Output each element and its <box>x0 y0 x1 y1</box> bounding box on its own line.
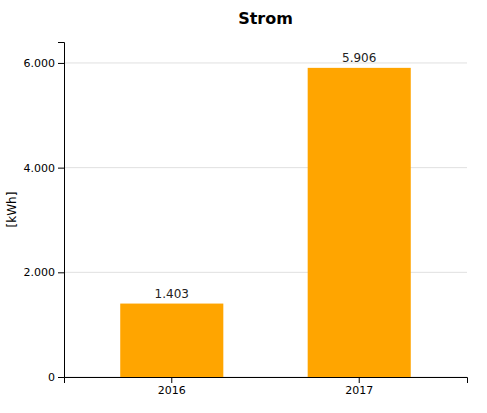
grid-line <box>64 62 467 63</box>
y-tick-label: 2.000 <box>24 266 56 279</box>
y-tick-mark <box>58 63 64 64</box>
x-tick-mark <box>359 377 360 383</box>
bars <box>120 68 411 377</box>
plot-area: 0 2.000 4.000 6.000 2016 2017 1.403 5.906 <box>24 43 468 397</box>
bar <box>120 304 223 377</box>
y-tick-label: 0 <box>48 371 55 384</box>
x-tick: 2017 <box>345 377 373 397</box>
y-tick-label: 4.000 <box>24 162 56 175</box>
y-axis-title: [kWh] <box>5 192 19 228</box>
x-axis-line <box>65 378 468 384</box>
data-label: 1.403 <box>155 287 189 301</box>
x-axis: 2016 2017 <box>65 377 468 397</box>
chart: 0 2.000 4.000 6.000 2016 2017 1.403 5.906 Strom [… <box>0 0 487 413</box>
y-tick-label: 6.000 <box>24 57 56 70</box>
y-tick-mark <box>58 377 64 378</box>
bar <box>308 68 411 377</box>
x-tick-label: 2017 <box>345 384 373 397</box>
data-labels: 1.403 5.906 <box>155 51 377 301</box>
y-tick: 0 <box>48 371 64 384</box>
y-tick-mark <box>58 272 64 273</box>
y-axis-line <box>58 43 65 378</box>
x-tick-mark <box>171 377 172 383</box>
y-tick: 2.000 <box>24 266 65 279</box>
y-tick-mark <box>58 168 64 169</box>
grid <box>64 63 467 377</box>
data-label: 5.906 <box>342 51 376 65</box>
title: Strom <box>238 9 293 28</box>
y-tick: 6.000 <box>24 57 65 70</box>
x-tick: 2016 <box>158 377 186 397</box>
y-tick: 4.000 <box>24 162 65 175</box>
x-tick-label: 2016 <box>158 384 186 397</box>
y-axis: 0 2.000 4.000 6.000 <box>24 43 65 385</box>
